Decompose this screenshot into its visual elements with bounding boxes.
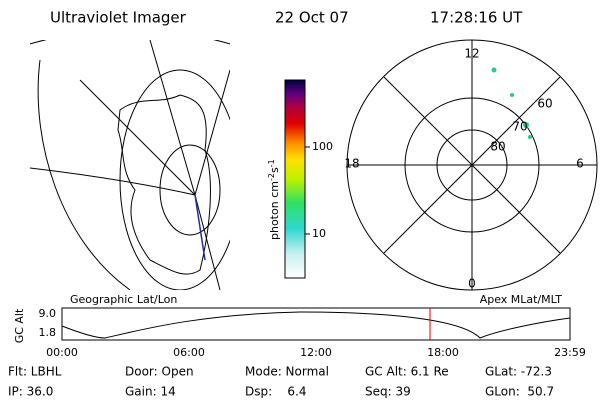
lat-label: 70 [512,120,527,134]
time: 17:28:16 UT [430,9,523,27]
status-field: Seq: 39 [365,385,411,399]
colorbar-tick-label: 10 [312,227,326,240]
label-part: photon cm [268,181,281,240]
status-field: GC Alt: 6.1 Re [365,365,449,379]
status-field: IP: 36.0 [8,385,53,399]
status-field: Door: Open [125,365,194,379]
x-tick-label: 23:59 [554,346,586,359]
label-exp: -2 [267,173,276,181]
mlt-label: 12 [464,47,479,61]
y-tick-label: 1.8 [39,326,57,339]
colorbar-tick-label: 100 [312,140,333,153]
emission [510,93,514,97]
lat-label: 60 [537,97,552,111]
map-grid [30,167,196,196]
x-tick-label: 00:00 [46,346,78,359]
date: 22 Oct 07 [275,9,349,27]
x-tick-label: 06:00 [173,346,205,359]
status-field: Mode: Normal [245,365,329,379]
title: Ultraviolet Imager [50,9,187,27]
emission [491,67,497,73]
status-field: Dsp: 6.4 [245,385,307,399]
y-axis-label: GC Alt [13,308,26,343]
status-field: Gain: 14 [125,385,176,399]
lat-label: 80 [490,140,505,154]
map-grid [119,69,230,290]
altitude-frame [61,307,571,341]
altitude-curve [61,311,571,339]
colorbar [284,79,306,279]
x-tick-label: 18:00 [427,346,459,359]
footer: Flt: LBHL Door: Open Mode: Normal GC Alt: 6… [8,365,554,399]
status-field: GLat: -72.3 [485,365,552,379]
emission [523,122,529,128]
x-tick-label: 12:00 [300,346,332,359]
map-limb [37,59,131,290]
panel-label: Apex MLat/MLT [480,293,563,306]
map-grid [159,144,221,236]
track [194,194,206,261]
map-grid [149,40,221,290]
label-exp: -1 [267,159,276,167]
mlt-label: 0 [468,277,476,291]
coastline [117,94,211,275]
status-field: GLon: 50.7 [485,385,554,399]
y-tick-label: 9.0 [39,307,57,320]
colorbar-label: photon cm-2s-1 [267,159,282,240]
map-grid [79,69,230,196]
geographic-map [30,40,230,290]
polar-spoke [383,76,561,254]
label-part: s [268,167,281,173]
map-grid [30,40,230,45]
status-field: Flt: LBHL [8,365,62,379]
polar-plot [346,39,598,291]
panel-label: Geographic Lat/Lon [70,293,177,306]
mlt-label: 18 [344,157,359,171]
emission [528,135,532,139]
mlt-label: 6 [576,157,584,171]
